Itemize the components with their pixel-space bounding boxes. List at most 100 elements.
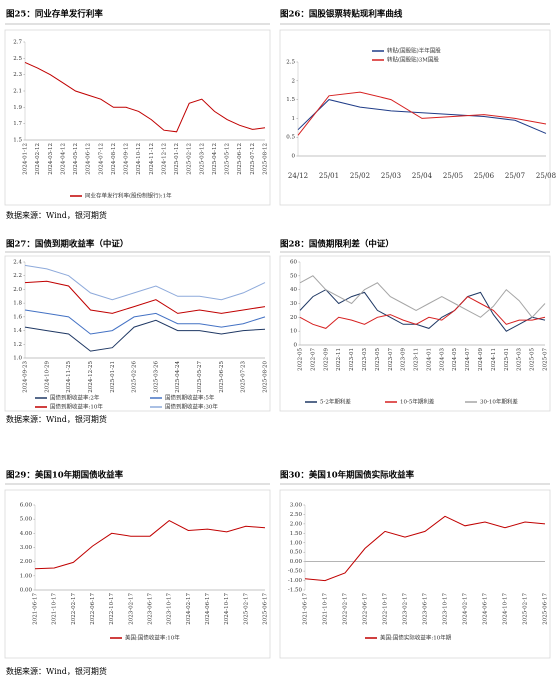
- x-tick-label: 2025-02-12: [187, 143, 193, 175]
- y-tick-label: 1.50: [290, 531, 303, 537]
- x-tick-label: 2022-06-17: [363, 593, 369, 625]
- figure-title: 图26：国股银票转贴现利率曲线: [280, 9, 403, 20]
- x-tick-label: 2024-07-12: [98, 143, 104, 175]
- y-tick-label: 2.0: [13, 287, 22, 293]
- legend-label: 同业存单发行利率(股份制银行):1年: [85, 192, 172, 200]
- y-tick-label: 1.9: [13, 105, 22, 111]
- y-tick-label: 6.00: [20, 503, 33, 509]
- y-tick-label: 2.1: [13, 89, 22, 95]
- y-tick-label: 50: [290, 273, 297, 279]
- y-tick-label: 0.50: [290, 550, 303, 556]
- y-tick-label: -1.00: [288, 578, 303, 584]
- chart-frame: [279, 29, 551, 206]
- x-tick-label: 2024-09: [478, 348, 484, 371]
- legend-label: 30-10年期利差: [480, 398, 518, 406]
- x-tick-label: 25/03: [381, 172, 401, 180]
- figure-title: 图29：美国10年期国债收益率: [6, 470, 124, 481]
- x-tick-label: 2023-10-17: [167, 593, 173, 625]
- x-tick-label: 2024-11: [491, 348, 497, 371]
- x-tick-label: 2022-02-17: [71, 593, 77, 625]
- x-tick-label: 2024-06-12: [86, 143, 92, 175]
- y-tick-label: 2.4: [13, 260, 22, 266]
- y-tick-label: 1.00: [20, 573, 33, 579]
- x-tick-label: 2025-07-23: [241, 361, 247, 393]
- x-tick-label: 2022-02-17: [343, 593, 349, 625]
- series-line: [297, 99, 547, 134]
- series-line: [299, 295, 546, 329]
- x-tick-label: 2023-02-17: [128, 593, 134, 625]
- y-tick-label: 2.00: [20, 559, 33, 565]
- x-tick-label: 2025-07-12: [250, 143, 256, 175]
- x-tick-label: 2025-06-25: [219, 361, 225, 393]
- x-tick-label: 2025-06-12: [237, 143, 243, 175]
- x-tick-label: 2024-02-17: [186, 593, 192, 625]
- x-tick-label: 2025-08-20: [263, 361, 269, 393]
- x-tick-label: 25/07: [505, 172, 525, 180]
- legend-label: 5-2年期利差: [320, 398, 351, 406]
- x-tick-label: 2025-04-24: [175, 361, 181, 393]
- x-tick-label: 2024-10-17: [503, 593, 509, 625]
- y-tick-label: 2.00: [290, 521, 303, 527]
- x-tick-label: 2024-12-12: [161, 143, 167, 175]
- source: 数据来源：Wind，银河期货: [6, 666, 107, 676]
- x-tick-label: 2024-10-29: [44, 361, 50, 393]
- x-tick-label: 2025-02-26: [132, 361, 138, 393]
- legend-label: 国债到期收益率:30年: [165, 403, 218, 411]
- legend-label: 国债到期收益率:10年: [50, 403, 103, 411]
- x-tick-label: 2022-11: [336, 348, 342, 371]
- series-line: [24, 61, 266, 133]
- series-line: [24, 319, 266, 352]
- y-tick-label: -1.50: [288, 588, 303, 594]
- x-tick-label: 2023-01: [349, 348, 355, 371]
- y-tick-label: 0: [294, 343, 298, 349]
- x-tick-label: 2021-10-17: [52, 593, 58, 625]
- x-tick-label: 2022-06-17: [90, 593, 96, 625]
- x-tick-label: 2025-05: [530, 348, 536, 371]
- y-tick-label: 60: [290, 260, 297, 266]
- y-tick-label: 4.00: [20, 531, 33, 537]
- y-tick-label: 0: [292, 154, 296, 160]
- x-tick-label: 2025-05-27: [197, 361, 203, 393]
- y-tick-label: 2.5: [286, 60, 295, 66]
- y-tick-label: 1.6: [13, 314, 22, 320]
- y-tick-label: 10: [290, 329, 297, 335]
- chart-frame: [279, 255, 551, 412]
- chart-frame: [4, 489, 271, 659]
- legend-label: 国债到期收益率:5年: [165, 394, 215, 402]
- x-tick-label: 2025-04-12: [212, 143, 218, 175]
- x-tick-label: 2023-05: [375, 348, 381, 371]
- x-tick-label: 25/01: [319, 172, 339, 180]
- series-line: [34, 520, 266, 570]
- y-tick-label: 1.0: [13, 356, 22, 362]
- x-tick-label: 2025-02-17: [523, 593, 529, 625]
- y-tick-label: 5.00: [20, 517, 33, 523]
- x-tick-label: 2024-02-12: [35, 143, 41, 175]
- x-tick-label: 2024-11-12: [149, 143, 155, 175]
- x-tick-label: 2022-09: [323, 348, 329, 371]
- x-tick-label: 25/08: [536, 172, 556, 180]
- x-tick-label: 2021-10-17: [323, 593, 329, 625]
- x-tick-label: 25/06: [474, 172, 495, 180]
- x-tick-label: 2024-04-12: [60, 143, 66, 175]
- y-tick-label: 0.00: [290, 559, 303, 565]
- x-tick-label: 2025-03-12: [199, 143, 205, 175]
- figure-title: 图28：国债期限利差（中证）: [280, 239, 394, 250]
- x-tick-label: 2024-07: [465, 348, 471, 371]
- x-tick-label: 2023-10-17: [443, 593, 449, 625]
- x-tick-label: 2023-06-17: [423, 593, 429, 625]
- y-tick-label: 1.5: [286, 97, 295, 103]
- x-tick-label: 2025-06-17: [263, 593, 269, 625]
- x-tick-label: 2024-10-17: [224, 593, 230, 625]
- y-tick-label: 40: [290, 287, 297, 293]
- x-tick-label: 2025-06-17: [543, 593, 549, 625]
- x-tick-label: 2024-06-17: [205, 593, 211, 625]
- x-tick-label: 2024-01: [426, 348, 432, 371]
- x-tick-label: 2022-07: [310, 348, 316, 371]
- x-tick-label: 2024-03: [439, 348, 445, 371]
- y-tick-label: 1.5: [13, 138, 22, 144]
- series-line: [297, 91, 547, 136]
- series-line: [24, 264, 266, 301]
- chart-frame: [279, 489, 551, 659]
- y-tick-label: 1.8: [13, 301, 22, 307]
